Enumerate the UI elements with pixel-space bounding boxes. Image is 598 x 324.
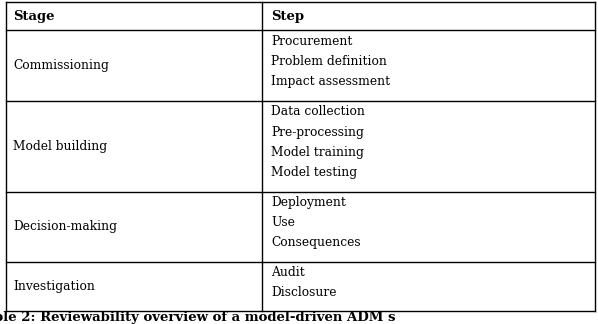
Text: Deployment: Deployment (271, 196, 346, 209)
Text: Model testing: Model testing (271, 166, 357, 179)
Text: Decision-making: Decision-making (13, 220, 117, 233)
Text: Model training: Model training (271, 146, 364, 159)
Text: Commissioning: Commissioning (13, 59, 109, 72)
Text: Audit: Audit (271, 266, 305, 279)
Text: Investigation: Investigation (13, 280, 95, 293)
Text: Stage: Stage (13, 9, 54, 22)
Text: Data collection: Data collection (271, 105, 365, 118)
Text: Impact assessment: Impact assessment (271, 75, 390, 88)
Text: ble 2: Reviewability overview of a model-driven ADM s: ble 2: Reviewability overview of a model… (0, 311, 395, 324)
Text: Consequences: Consequences (271, 237, 361, 249)
Text: Procurement: Procurement (271, 35, 353, 48)
Text: Problem definition: Problem definition (271, 55, 387, 68)
Text: Model building: Model building (13, 140, 107, 153)
Text: Use: Use (271, 216, 295, 229)
Text: Disclosure: Disclosure (271, 286, 337, 299)
Text: Pre-processing: Pre-processing (271, 125, 364, 138)
Text: Step: Step (271, 9, 304, 22)
